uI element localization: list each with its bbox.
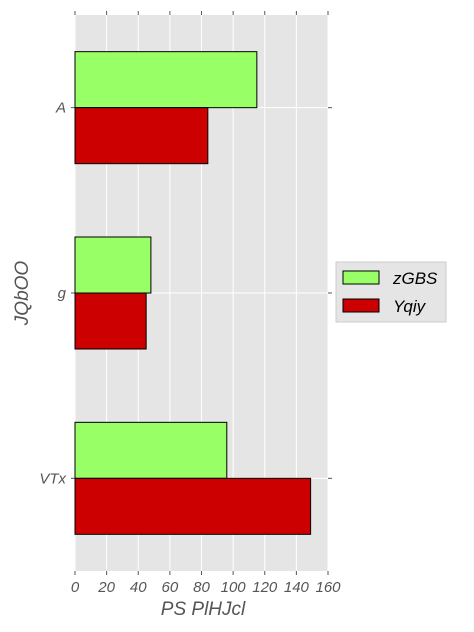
y-tick-label: VTx — [39, 470, 66, 487]
x-tick-label: 140 — [284, 579, 310, 596]
legend-swatch-yqiy — [342, 298, 380, 313]
bars — [74, 51, 312, 535]
x-tick-label: 40 — [130, 579, 147, 596]
right-ticks — [71, 107, 332, 479]
y-tick-label: A — [55, 100, 66, 117]
legend-label-yqiy: Yqiy — [393, 297, 427, 316]
legend: zGBS Yqiy — [335, 261, 447, 323]
bar-yqiy-a — [74, 107, 209, 165]
bar-yqiy-vtx — [74, 477, 312, 535]
bar-yqiy-g — [74, 292, 147, 350]
y-tick-labels: Ag VTx — [39, 100, 66, 488]
bar-zgbs-a — [74, 51, 258, 109]
legend-swatch-zgbs — [342, 270, 380, 285]
bar-zgbs-vtx — [74, 421, 228, 479]
x-tick-label: 0 — [71, 579, 80, 596]
bar-zgbs-g — [74, 236, 152, 294]
x-tick-label: 120 — [252, 579, 278, 596]
x-tick-label: 20 — [97, 579, 115, 596]
x-tick-label: 160 — [315, 579, 341, 596]
legend-label-zgbs: zGBS — [392, 269, 438, 288]
x-axis-label: PS PlHJcl — [161, 599, 246, 620]
y-axis-label: JQbOO — [12, 261, 33, 327]
x-tick-label: 80 — [193, 579, 210, 596]
x-tick-label: 60 — [162, 579, 179, 596]
x-tick-label: 100 — [221, 579, 247, 596]
x-tick-labels: 0 20 40 60 80 100 120 140 160 — [71, 579, 341, 596]
top-ticks — [74, 11, 329, 575]
y-tick-label: g — [58, 285, 67, 302]
